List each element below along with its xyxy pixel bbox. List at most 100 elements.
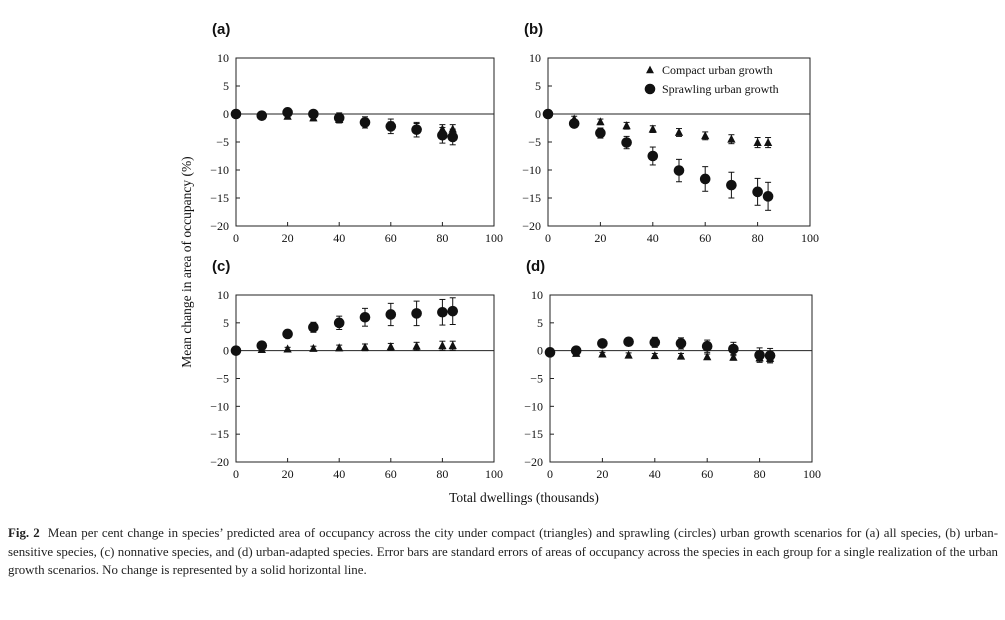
x-tick-label: 100 [801,231,819,245]
data-point-sprawling [333,112,345,124]
data-point-sprawling [623,336,634,348]
y-tick-label: −5 [216,135,229,149]
y-tick-label: −10 [210,163,229,177]
y-tick-label: −5 [530,372,543,386]
y-tick-label: −15 [522,191,541,205]
data-point-sprawling [411,124,422,135]
y-tick-label: 5 [223,316,229,330]
panel-label: (a) [212,21,230,38]
data-point-compact [386,342,395,351]
x-tick-label: 60 [385,231,397,245]
y-tick-label: −15 [210,427,229,441]
plot-frame [549,294,813,463]
data-point-sprawling [230,108,242,120]
figure: Mean change in area of occupancy (%) Tot… [179,21,821,505]
data-point-compact [729,352,738,361]
data-point-sprawling [675,338,687,349]
y-axis-title: Mean change in area of occupancy (%) [179,156,194,367]
y-tick-label: −15 [210,191,229,205]
data-point-compact [703,352,712,361]
y-tick-label: −5 [528,135,541,149]
x-tick-label: 0 [547,467,553,481]
data-point-compact [448,341,457,350]
x-tick-label: 20 [594,231,606,245]
data-point-compact [438,341,447,350]
caption-label: Fig. 2 [8,526,40,540]
data-point-compact [650,351,659,360]
y-tick-label: 0 [223,344,229,358]
legend-label: Compact urban growth [662,63,773,77]
legend-marker-compact [646,65,654,74]
data-point-compact [624,350,633,359]
y-tick-label: −10 [210,399,229,413]
data-point-sprawling [754,349,765,361]
caption-text: Mean per cent change in species’ predict… [8,526,999,578]
data-point-sprawling [728,343,739,355]
y-tick-label: 10 [217,51,229,65]
data-point-compact [622,121,631,130]
data-point-sprawling [447,305,459,317]
data-point-compact [753,137,762,147]
data-point-sprawling [411,308,422,319]
data-point-sprawling [647,150,659,162]
panel-label: (d) [526,258,545,275]
y-tick-label: −20 [522,219,541,233]
y-tick-label: −20 [210,219,229,233]
data-point-compact [448,124,457,133]
data-point-sprawling [256,110,268,121]
panel-d: (d) 10 5 0 −5 −10 −15 −20 0 20 40 60 80 100 [524,258,821,481]
data-point-compact [598,349,607,358]
y-tick-label: −10 [524,399,543,413]
data-point-compact [335,343,344,352]
data-point-sprawling [544,347,556,358]
y-tick-label: −10 [522,163,541,177]
y-tick-label: −15 [524,427,543,441]
x-tick-label: 0 [233,467,239,481]
x-tick-label: 80 [752,231,764,245]
data-point-sprawling [437,306,448,318]
x-tick-label: 100 [485,231,503,245]
data-point-sprawling [597,338,608,349]
x-tick-label: 60 [699,231,711,245]
x-tick-label: 80 [436,231,448,245]
x-tick-label: 80 [436,467,448,481]
data-point-compact [701,131,710,140]
data-point-sprawling [256,340,268,351]
y-tick-label: 10 [529,51,541,65]
data-point-sprawling [308,321,319,333]
plot-frame [235,57,495,227]
data-point-compact [648,124,657,133]
data-point-sprawling [570,345,582,356]
x-axis-title: Total dwellings (thousands) [449,490,599,505]
data-point-sprawling [447,131,459,143]
data-point-sprawling [701,340,713,352]
data-point-sprawling [699,173,711,185]
data-point-compact [676,351,686,360]
data-point-compact [283,344,292,353]
data-point-compact [674,127,684,136]
data-point-sprawling [333,317,345,329]
x-tick-label: 40 [649,467,661,481]
data-point-sprawling [385,121,397,132]
x-tick-label: 60 [385,467,397,481]
data-point-sprawling [726,179,737,191]
x-tick-label: 100 [485,467,503,481]
x-tick-label: 20 [282,467,294,481]
y-tick-label: 10 [217,288,229,302]
data-point-sprawling [308,108,319,120]
panel-label: (b) [524,21,543,38]
x-tick-label: 80 [754,467,766,481]
y-tick-label: 0 [223,107,229,121]
data-point-sprawling [673,165,685,176]
x-tick-label: 40 [333,467,345,481]
legend-label: Sprawling urban growth [662,82,779,96]
data-point-compact [763,137,773,147]
data-point-compact [727,134,736,143]
data-point-sprawling [621,137,632,148]
x-tick-label: 0 [545,231,551,245]
data-point-sprawling [568,118,580,129]
panel-b: (b) 10 5 0 −5 −10 −15 −20 0 20 40 60 80 100 Compact ur… [522,21,819,245]
data-point-sprawling [542,108,554,120]
data-point-sprawling [230,345,242,356]
x-tick-label: 40 [333,231,345,245]
